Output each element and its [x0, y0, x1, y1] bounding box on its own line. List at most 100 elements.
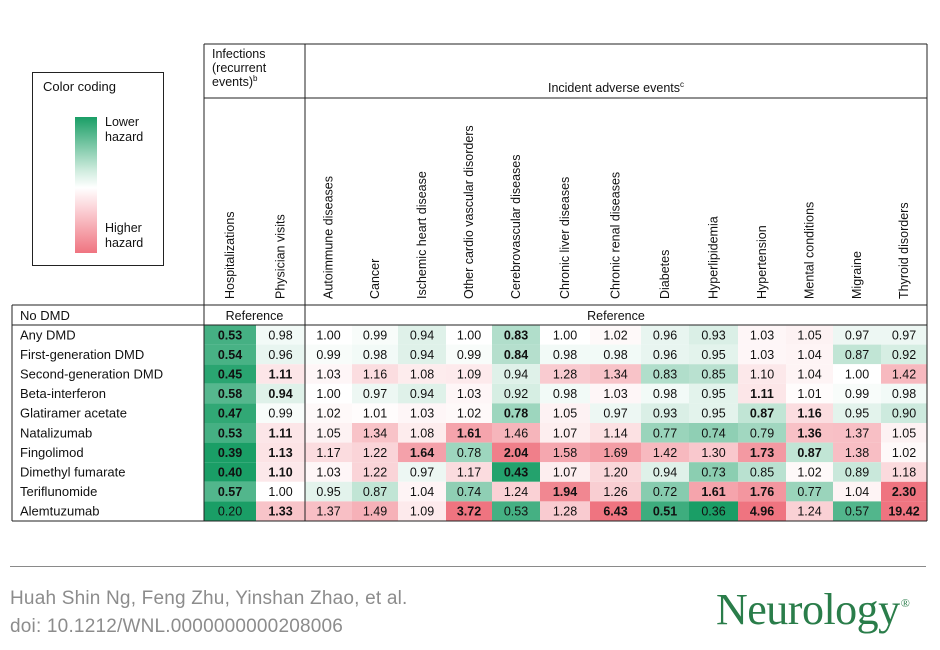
- heatmap-cell: [204, 423, 256, 443]
- cell-value: 0.83: [504, 328, 528, 342]
- cell-value: 0.98: [553, 348, 577, 362]
- column-header: Autoimmune diseases: [322, 176, 336, 299]
- cell-value: 0.99: [457, 348, 481, 362]
- cell-value: 0.95: [701, 387, 725, 401]
- cell-value: 0.85: [701, 368, 725, 382]
- heatmap-cell: [881, 423, 927, 443]
- heatmap-cell: [590, 325, 641, 345]
- heatmap-cell: [398, 325, 446, 345]
- heatmap-cell: [352, 481, 398, 502]
- column-header: Thyroid disorders: [897, 202, 911, 299]
- cell-value: 0.93: [653, 407, 677, 421]
- cell-value: 1.04: [797, 368, 821, 382]
- heatmap-cell: [689, 481, 738, 502]
- heatmap-cell: [305, 403, 352, 423]
- heatmap-cell: [492, 325, 540, 345]
- heatmap-cell: [492, 462, 540, 482]
- cell-value: 0.99: [316, 348, 340, 362]
- cell-value: 0.95: [701, 407, 725, 421]
- cell-value: 0.77: [797, 485, 821, 499]
- heatmap-cell: [641, 442, 689, 463]
- cell-value: 1.11: [750, 387, 774, 401]
- cell-value: 1.18: [892, 466, 916, 480]
- cell-value: 0.99: [363, 328, 387, 342]
- heatmap-cell: [590, 423, 641, 443]
- cell-value: 0.97: [603, 407, 627, 421]
- heatmap-cell: [786, 403, 833, 423]
- heatmap-cell: [881, 344, 927, 365]
- cell-value: 0.92: [892, 348, 916, 362]
- cell-value: 0.74: [701, 426, 725, 440]
- cell-value: 4.96: [750, 505, 774, 519]
- heatmap-cell: [540, 423, 590, 443]
- cell-value: 0.53: [218, 328, 242, 342]
- column-group-header: Incident adverse eventsc: [548, 80, 684, 95]
- heatmap-cell: [540, 344, 590, 365]
- heatmap-cell: [256, 364, 305, 384]
- heatmap-cell: [492, 481, 540, 502]
- cell-value: 2.04: [504, 446, 528, 460]
- reference-label: Reference: [226, 309, 284, 323]
- row-label: Fingolimod: [20, 445, 84, 460]
- row-label: First-generation DMD: [20, 347, 144, 362]
- heatmap-cell: [833, 344, 881, 365]
- cell-value: 0.58: [218, 387, 242, 401]
- cell-value: 0.57: [218, 485, 242, 499]
- heatmap-cell: [398, 462, 446, 482]
- cell-value: 0.94: [268, 387, 292, 401]
- cell-value: 1.17: [457, 466, 481, 480]
- heatmap-cell: [352, 325, 398, 345]
- reference-label: Reference: [587, 309, 645, 323]
- heatmap-cell: [398, 364, 446, 384]
- cell-value: 0.20: [218, 505, 242, 519]
- cell-value: 1.33: [268, 505, 292, 519]
- heatmap-cell: [540, 481, 590, 502]
- column-header: Chronic renal diseases: [609, 172, 623, 299]
- heatmap-cell: [204, 403, 256, 423]
- cell-value: 1.03: [457, 387, 481, 401]
- cell-value: 6.43: [603, 505, 627, 519]
- cell-value: 1.00: [268, 485, 292, 499]
- heatmap-cell: [833, 423, 881, 443]
- heatmap-cell: [352, 462, 398, 482]
- heatmap-cell: [689, 403, 738, 423]
- cell-value: 1.37: [316, 505, 340, 519]
- heatmap-cell: [590, 462, 641, 482]
- heatmap-cell: [398, 501, 446, 521]
- heatmap-cell: [738, 403, 786, 423]
- column-header: Mental conditions: [803, 202, 817, 299]
- cell-value: 0.97: [363, 387, 387, 401]
- heatmap-cell: [738, 325, 786, 345]
- heatmap-cell: [590, 344, 641, 365]
- heatmap-cell: [689, 325, 738, 345]
- heatmap-cell: [738, 423, 786, 443]
- heatmap-cell: [352, 364, 398, 384]
- cell-value: 0.97: [892, 328, 916, 342]
- heatmap-cell: [689, 442, 738, 463]
- heatmap-cell: [398, 383, 446, 404]
- cell-value: 0.92: [504, 387, 528, 401]
- row-label: Glatiramer acetate: [20, 406, 127, 421]
- column-header: Hypertension: [755, 225, 769, 299]
- heatmap-cell: [641, 403, 689, 423]
- column-group-header: Infections (recurrent events)b: [212, 47, 267, 89]
- cell-value: 0.96: [653, 348, 677, 362]
- cell-value: 0.78: [457, 446, 481, 460]
- heatmap-cell: [590, 403, 641, 423]
- cell-value: 1.10: [268, 466, 292, 480]
- heatmap-cell: [786, 383, 833, 404]
- row-label: Beta-interferon: [20, 386, 106, 401]
- cell-value: 0.36: [701, 505, 725, 519]
- column-header: Diabetes: [658, 250, 672, 299]
- row-label: Second-generation DMD: [20, 367, 163, 382]
- cell-value: 0.39: [218, 446, 242, 460]
- heatmap-cell: [540, 383, 590, 404]
- heatmap-cell: [256, 462, 305, 482]
- heatmap-cell: [641, 325, 689, 345]
- heatmap-cell: [305, 442, 352, 463]
- cell-value: 1.02: [603, 328, 627, 342]
- cell-value: 0.99: [268, 407, 292, 421]
- heatmap-cell: [398, 442, 446, 463]
- journal-name: Neurology: [716, 585, 900, 634]
- heatmap-cell: [492, 364, 540, 384]
